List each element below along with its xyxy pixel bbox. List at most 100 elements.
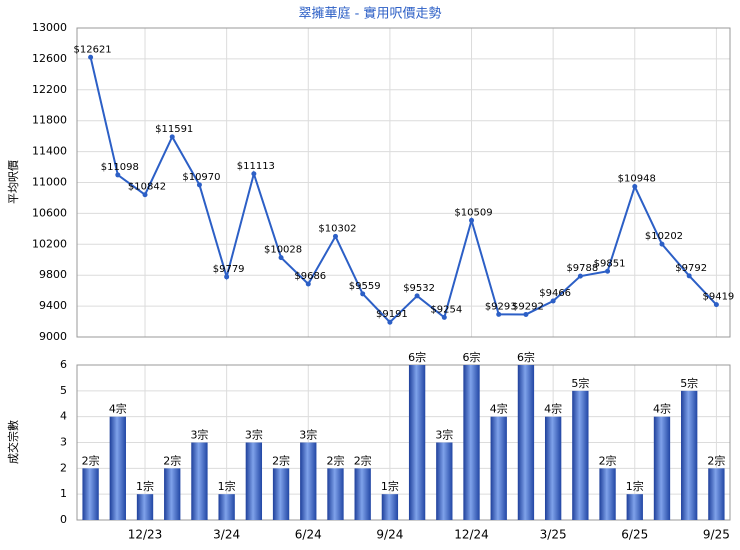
x-tick-label: 9/24 — [376, 528, 403, 542]
data-label: $12621 — [74, 44, 112, 55]
point — [278, 255, 284, 261]
data-label: $11591 — [155, 124, 193, 135]
point — [224, 274, 230, 280]
data-label: 4宗 — [109, 402, 127, 416]
y-tick-label: 6 — [60, 358, 67, 371]
data-label: $10302 — [318, 223, 356, 234]
data-label: $9292 — [512, 301, 544, 312]
x-tick-label: 6/25 — [621, 528, 648, 542]
point — [251, 171, 257, 177]
y-tick-label: 11000 — [32, 176, 67, 189]
bar — [436, 442, 453, 520]
y-axis-title: 平均呎價 — [6, 160, 20, 204]
data-label: 3宗 — [299, 428, 317, 442]
data-label: $9559 — [349, 281, 381, 292]
bar — [82, 468, 99, 520]
data-label: 4宗 — [490, 402, 508, 416]
point — [469, 217, 475, 223]
y-axis-title: 成交宗數 — [6, 420, 20, 464]
data-label: 3宗 — [245, 428, 263, 442]
point — [659, 241, 665, 247]
data-label: $9792 — [675, 263, 707, 274]
x-tick-label: 6/24 — [295, 528, 322, 542]
point — [496, 311, 502, 317]
bar — [517, 365, 535, 520]
data-label: 2宗 — [354, 453, 372, 467]
bar — [599, 468, 616, 520]
bar — [681, 390, 698, 520]
data-label: $9532 — [403, 283, 435, 294]
data-label: 3宗 — [435, 428, 453, 442]
bar — [381, 494, 399, 520]
data-label: $9254 — [430, 304, 462, 315]
data-label: 2宗 — [163, 453, 181, 467]
y-tick-label: 2 — [60, 461, 67, 474]
y-tick-label: 9000 — [39, 330, 67, 343]
point — [523, 311, 529, 317]
data-label: 4宗 — [544, 402, 562, 416]
point — [360, 291, 366, 297]
y-tick-label: 13000 — [32, 21, 67, 34]
point — [115, 172, 121, 178]
y-tick-label: 9800 — [39, 268, 67, 281]
data-label: $9191 — [376, 309, 408, 320]
chart-title: 翠擁華庭 - 實用呎價走勢 — [299, 6, 442, 22]
point — [632, 184, 638, 190]
data-label: $9419 — [702, 292, 734, 303]
bar — [408, 365, 426, 520]
bar — [572, 390, 589, 520]
data-label: 3宗 — [190, 428, 208, 442]
data-label: 2宗 — [599, 453, 617, 467]
data-label: 5宗 — [571, 376, 589, 390]
x-tick-label: 12/23 — [128, 528, 163, 542]
data-label: 6宗 — [517, 350, 535, 364]
y-tick-label: 0 — [60, 513, 67, 526]
data-label: $10028 — [264, 245, 302, 256]
point — [414, 293, 420, 299]
data-label: 1宗 — [136, 479, 154, 493]
data-label: 2宗 — [326, 453, 344, 467]
point — [88, 54, 94, 60]
data-label: $10842 — [128, 182, 166, 193]
bar — [490, 416, 507, 520]
plot-frame — [76, 364, 731, 521]
data-label: 2宗 — [272, 453, 290, 467]
bar — [626, 494, 643, 520]
x-tick-label: 3/24 — [213, 528, 240, 542]
bar — [653, 416, 671, 520]
point — [441, 314, 447, 320]
x-tick-label: 12/24 — [454, 528, 489, 542]
bar — [354, 468, 371, 520]
bar — [191, 442, 208, 520]
point — [686, 273, 692, 279]
y-tick-label: 4 — [60, 410, 67, 423]
data-label: $10509 — [454, 207, 492, 218]
y-tick-label: 11400 — [32, 145, 67, 158]
y-tick-label: 11800 — [32, 114, 67, 127]
data-label: 1宗 — [218, 479, 236, 493]
y-tick-label: 10200 — [32, 237, 67, 250]
data-label: 4宗 — [653, 402, 671, 416]
data-label: 1宗 — [381, 479, 399, 493]
x-tick-label: 3/25 — [540, 528, 567, 542]
point — [550, 298, 556, 304]
point — [713, 302, 719, 308]
data-label: 6宗 — [463, 350, 481, 364]
data-label: $10970 — [182, 172, 220, 183]
data-label: $10948 — [618, 174, 656, 185]
bar — [272, 468, 290, 520]
x-tick-label: 9/25 — [703, 528, 730, 542]
data-label: $9779 — [213, 264, 245, 275]
data-label: $9788 — [566, 263, 598, 274]
data-label: $9466 — [539, 288, 571, 299]
point — [577, 273, 583, 279]
point — [196, 182, 202, 188]
bar — [218, 494, 235, 520]
line — [89, 57, 718, 324]
bar — [245, 442, 263, 520]
data-label: $11098 — [101, 162, 139, 173]
point — [387, 319, 393, 325]
data-label: 2宗 — [82, 453, 100, 467]
point — [305, 281, 311, 287]
